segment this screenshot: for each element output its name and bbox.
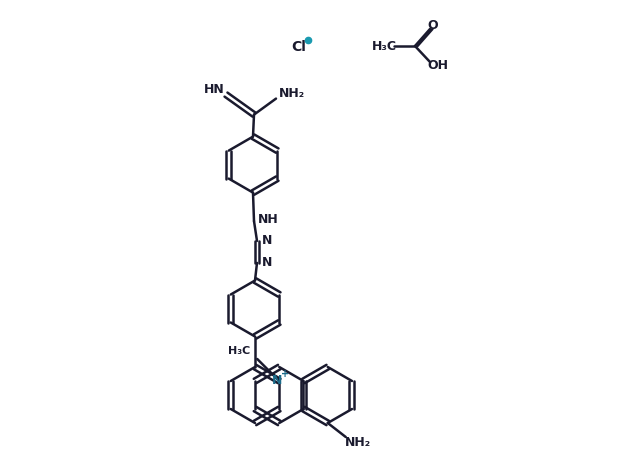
Text: NH₂: NH₂ (345, 437, 371, 449)
Text: H₃C: H₃C (228, 346, 250, 356)
Text: N: N (262, 257, 272, 269)
Text: O: O (428, 18, 438, 31)
Text: HN: HN (204, 83, 225, 96)
Text: Cl: Cl (292, 40, 307, 54)
Text: N: N (272, 374, 282, 386)
Text: H₃C: H₃C (371, 39, 397, 53)
Text: NH: NH (258, 212, 278, 226)
Text: +: + (281, 369, 289, 379)
Text: OH: OH (428, 58, 449, 71)
Text: NH₂: NH₂ (279, 87, 305, 100)
Text: N: N (262, 235, 272, 247)
